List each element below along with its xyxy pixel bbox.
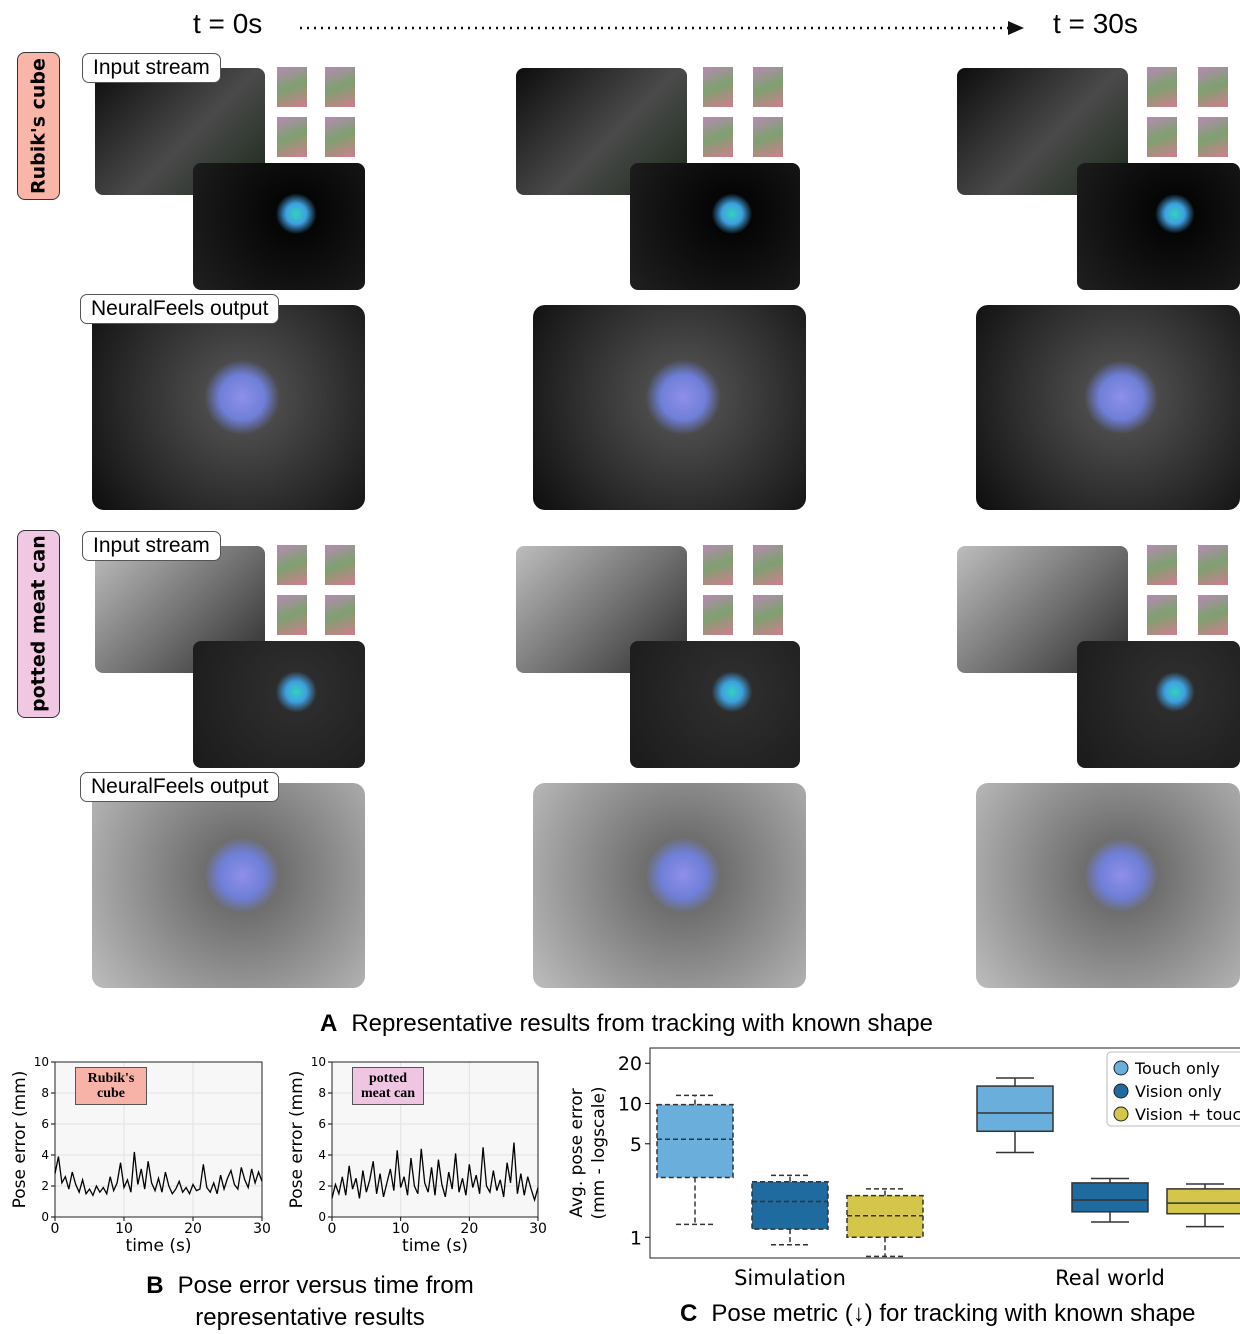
y-tick-label: 10: [618, 1094, 642, 1116]
x-tick-label: 10: [115, 1221, 133, 1237]
tactile-image: [703, 67, 733, 107]
tactile-image: [753, 67, 783, 107]
output-image: [92, 305, 365, 510]
tactile-image: [1198, 595, 1228, 635]
x-axis-label: time (s): [402, 1236, 468, 1256]
y-tick-label: 4: [318, 1148, 326, 1162]
x-tick-label: Real world: [1055, 1266, 1165, 1290]
time-arrow: [0, 0, 1240, 60]
caption-c: C Pose metric (↓) for tracking with known…: [680, 1300, 1196, 1328]
output-image: [976, 305, 1240, 510]
tactile-image: [753, 545, 783, 585]
y-tick-label: 20: [618, 1053, 642, 1075]
tactile-image: [325, 595, 355, 635]
legend-label: Vision only: [1135, 1082, 1222, 1101]
caption-letter: C: [680, 1300, 697, 1327]
y-tick-label: 10: [311, 1055, 326, 1069]
box: [1167, 1189, 1240, 1214]
box: [657, 1105, 733, 1178]
y-tick-label: 4: [41, 1148, 49, 1162]
tactile-image: [1147, 67, 1177, 107]
tactile-image: [325, 67, 355, 107]
tactile-image: [1147, 595, 1177, 635]
object-label: Rubik's cube: [17, 52, 60, 200]
x-tick-label: Simulation: [734, 1266, 846, 1290]
x-tick-label: 0: [328, 1221, 337, 1237]
output-image: [976, 783, 1240, 988]
x-tick-label: 10: [392, 1221, 410, 1237]
legend-swatch: [1114, 1061, 1128, 1075]
tactile-image: [325, 117, 355, 157]
tactile-image: [1198, 117, 1228, 157]
tactile-image: [277, 117, 307, 157]
y-tick-label: 6: [318, 1117, 326, 1131]
x-tick-label: 30: [253, 1221, 271, 1237]
tactile-image: [703, 117, 733, 157]
legend-swatch: [1114, 1084, 1128, 1098]
depth-image: [630, 163, 800, 290]
depth-image: [1077, 163, 1240, 290]
depth-image: [1077, 641, 1240, 768]
arrow-head: [1008, 21, 1024, 35]
y-tick-label: 10: [34, 1055, 49, 1069]
output-image: [533, 783, 806, 988]
depth-image: [193, 641, 365, 768]
object-label: potted meat can: [17, 530, 60, 718]
y-axis-label: (mm - logscale): [589, 1086, 609, 1219]
x-axis-label: time (s): [126, 1236, 192, 1256]
output-label: NeuralFeels output: [80, 294, 279, 324]
y-tick-label: 5: [630, 1134, 642, 1156]
depth-image: [193, 163, 365, 290]
tactile-image: [703, 545, 733, 585]
output-image: [533, 305, 806, 510]
tactile-image: [703, 595, 733, 635]
annotation: Rubik's cube: [75, 1067, 147, 1105]
x-tick-label: 30: [529, 1221, 547, 1237]
legend-swatch: [1114, 1107, 1128, 1121]
tactile-image: [277, 595, 307, 635]
tactile-image: [753, 595, 783, 635]
y-tick-label: 2: [41, 1179, 49, 1193]
tactile-image: [325, 545, 355, 585]
box: [752, 1182, 828, 1229]
tactile-image: [1198, 545, 1228, 585]
output-label: NeuralFeels output: [80, 772, 279, 802]
y-tick-label: 0: [41, 1210, 49, 1224]
x-tick-label: 20: [460, 1221, 478, 1237]
input-label: Input stream: [82, 531, 221, 561]
box: [1072, 1183, 1148, 1212]
depth-image: [630, 641, 800, 768]
tactile-image: [1147, 545, 1177, 585]
tactile-image: [277, 67, 307, 107]
caption-text: Pose metric (↓) for tracking with known …: [711, 1300, 1195, 1327]
legend-label: Vision + touch: [1135, 1105, 1240, 1124]
y-tick-label: 8: [41, 1086, 49, 1100]
tactile-image: [277, 545, 307, 585]
legend-label: Touch only: [1134, 1059, 1220, 1078]
box: [977, 1086, 1053, 1131]
output-image: [92, 783, 365, 988]
input-label: Input stream: [82, 53, 221, 83]
tactile-image: [1147, 117, 1177, 157]
x-tick-label: 20: [184, 1221, 202, 1237]
tactile-image: [753, 117, 783, 157]
y-tick-label: 1: [630, 1227, 642, 1249]
y-tick-label: 2: [318, 1179, 326, 1193]
y-axis-label: Pose error (mm): [287, 1071, 307, 1209]
figure: t = 0s t = 30s ARepresentative results f…: [0, 0, 1240, 1330]
annotation: potted meat can: [352, 1067, 424, 1105]
y-axis-label: Pose error (mm): [10, 1071, 30, 1209]
y-tick-label: 0: [318, 1210, 326, 1224]
tactile-image: [1198, 67, 1228, 107]
y-tick-label: 6: [41, 1117, 49, 1131]
x-tick-label: 0: [51, 1221, 60, 1237]
y-axis-label: Avg. pose error: [567, 1088, 587, 1217]
y-tick-label: 8: [318, 1086, 326, 1100]
